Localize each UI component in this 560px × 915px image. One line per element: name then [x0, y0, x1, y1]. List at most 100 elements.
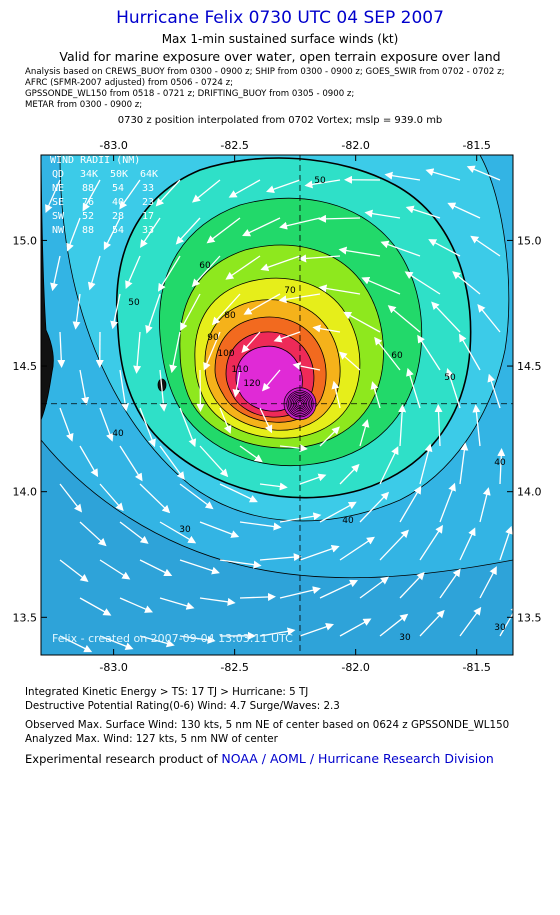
noaa-aoml-link[interactable]: NOAA / AOML / Hurricane Research Divisio…: [221, 751, 494, 766]
wind-vector-arrow: [370, 381, 381, 409]
wind-vector-arrow: [159, 369, 168, 412]
wind-vector-arrow: [399, 571, 425, 599]
wind-vector-arrow: [242, 217, 281, 237]
wind-vector-arrow: [241, 331, 261, 353]
wind-vector-arrow: [472, 404, 481, 447]
contour-label: 40: [494, 458, 506, 468]
y-tick-label-right: 13.5: [517, 611, 542, 624]
wind-vector-arrow: [459, 333, 481, 371]
wind-vector-arrow: [159, 521, 197, 544]
x-tick-label-top: -82.0: [341, 139, 369, 152]
wind-vector-arrow: [139, 559, 173, 577]
wind-radii-header-64k: 64K: [140, 169, 158, 180]
observed-max-wind: Observed Max. Surface Wind: 130 kts, 5 n…: [25, 719, 510, 731]
wind-vector-arrow: [361, 277, 401, 295]
wind-vector-arrow: [445, 368, 461, 409]
wind-vector-arrow: [192, 179, 221, 203]
wind-vector-arrow: [339, 463, 360, 485]
contour-label: 60: [391, 351, 403, 361]
wind-radii-title: WIND RADII (NM): [50, 155, 140, 166]
wind-vector-arrow: [279, 586, 321, 599]
wind-vector-arrow: [266, 179, 301, 194]
map-frame: [40, 154, 514, 656]
wind-vector-arrow: [119, 597, 154, 613]
wind-vector-arrow: [232, 369, 241, 398]
wind-vector-arrow: [299, 544, 340, 561]
wind-vector-arrow: [145, 293, 161, 334]
contour-labels: 30 30 30 40 40 40 50 50 50 60 60 70 80 90 100 110 120: [112, 176, 506, 643]
wind-vector-arrow: [79, 521, 107, 547]
validity-note: Valid for marine exposure over water, op…: [59, 49, 501, 64]
wind-vector-arrow: [470, 235, 501, 257]
wind-vector-arrow: [425, 168, 461, 181]
x-tick-label-bottom: -82.0: [341, 661, 369, 674]
wind-vector-arrow: [359, 576, 389, 599]
wind-vector-arrow: [59, 635, 93, 653]
wind-radii-se-50k: 40: [112, 197, 124, 208]
wind-radii-sw-50k: 28: [112, 211, 124, 222]
wind-vector-arrow: [175, 217, 201, 245]
wind-vector-arrow: [99, 635, 134, 650]
wind-vector-arrow: [279, 444, 308, 453]
wind-vector-arrow: [379, 613, 409, 637]
wind-vector-arrow: [292, 362, 321, 371]
wind-vector-arrow: [82, 179, 101, 212]
wind-vector-arrow: [384, 171, 421, 181]
wind-radii-se-64k: 23: [142, 197, 154, 208]
wind-vector-arrow: [459, 442, 469, 485]
contour-label: 90: [207, 333, 219, 343]
wind-vector-arrow: [179, 559, 220, 575]
wind-vector-arrow: [299, 473, 327, 485]
wind-vector-arrow: [343, 311, 381, 333]
wind-vector-arrow: [99, 559, 131, 580]
y-tick-label-left: 14.0: [13, 486, 38, 499]
destructive-potential-rating: Destructive Potential Rating(0-6) Wind: …: [25, 700, 340, 712]
wind-vector-arrow: [225, 255, 261, 280]
wind-radii-se: SE: [52, 197, 64, 208]
wind-vector-arrow: [304, 179, 341, 189]
wind-vector-arrow: [497, 448, 506, 485]
wind-vector-arrow: [439, 482, 456, 523]
wind-vector-arrow: [419, 609, 445, 637]
y-tick-label-left: 14.5: [13, 360, 38, 373]
wind-vector-arrow: [50, 255, 61, 292]
wind-radii-nw-64k: 33: [142, 225, 154, 236]
wind-vector-arrow: [157, 255, 181, 292]
wind-vector-arrow: [219, 483, 258, 503]
wind-vector-arrow: [379, 446, 399, 485]
wind-vector-arrow: [312, 324, 341, 333]
wind-radii-header-50k: 50K: [110, 169, 128, 180]
wind-vector-arrow: [319, 501, 357, 523]
wind-vector-arrow: [452, 271, 481, 295]
map-subtitle: Max 1-min sustained surface winds (kt): [161, 32, 399, 46]
x-tick-label-top: -83.0: [99, 139, 127, 152]
wind-vector-arrow: [140, 217, 161, 248]
wind-vector-arrow: [439, 568, 461, 599]
contour-label: 40: [342, 516, 354, 526]
x-tick-label-bottom: -82.5: [220, 661, 248, 674]
wind-radii-ne-64k: 33: [142, 183, 154, 194]
wind-vector-arrow: [219, 559, 262, 569]
wind-vector-arrow: [298, 254, 341, 263]
contour-label: 100: [217, 349, 234, 359]
x-tick-label-bottom: -83.0: [99, 661, 127, 674]
wind-vector-arrow: [419, 443, 433, 485]
wind-vector-arrow: [259, 553, 302, 562]
wind-radii-header-34k: 34K: [80, 169, 98, 180]
eyewall-ring: [289, 393, 311, 415]
y-tick-label-left: 13.5: [13, 611, 38, 624]
y-tick-label-right: 15.0: [517, 234, 542, 247]
contour-label: 50: [314, 176, 326, 186]
wind-vector-arrow: [199, 521, 240, 538]
wind-radii-nw: NW: [52, 225, 65, 236]
wind-vector-arrow: [125, 255, 141, 290]
wind-vector-arrow: [219, 407, 232, 434]
wind-vector-arrow: [428, 239, 461, 257]
wind-vector-arrow: [243, 293, 281, 315]
wind-vector-arrow: [139, 407, 156, 448]
wind-vector-arrow: [199, 445, 229, 478]
wind-vector-arrow: [66, 217, 81, 252]
wind-vector-arrow: [72, 293, 81, 330]
wind-vector-arrow: [459, 606, 482, 637]
wind-vector-arrow: [338, 351, 361, 371]
